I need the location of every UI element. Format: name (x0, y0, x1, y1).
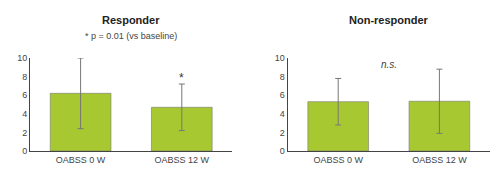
svg-text:0: 0 (22, 146, 27, 156)
svg-text:10: 10 (17, 53, 27, 63)
svg-text:OABSS 12 W: OABSS 12 W (412, 155, 467, 165)
svg-text:4: 4 (22, 109, 27, 119)
svg-text:n.s.: n.s. (381, 59, 397, 70)
svg-text:4: 4 (280, 109, 285, 119)
svg-text:2: 2 (280, 128, 285, 138)
svg-text:10: 10 (275, 53, 285, 63)
svg-text:0: 0 (280, 146, 285, 156)
svg-text:Responder: Responder (102, 14, 160, 26)
svg-text:8: 8 (22, 72, 27, 82)
svg-text:6: 6 (280, 90, 285, 100)
svg-text:8: 8 (280, 72, 285, 82)
svg-text:OABSS 12 W: OABSS 12 W (155, 155, 210, 165)
svg-text:6: 6 (22, 90, 27, 100)
svg-text:*: * (179, 71, 184, 85)
svg-text:* p = 0.01 (vs baseline): * p = 0.01 (vs baseline) (85, 31, 177, 41)
svg-text:Non-responder: Non-responder (349, 14, 429, 26)
svg-text:OABSS 0 W: OABSS 0 W (313, 155, 363, 165)
svg-text:OABSS 0 W: OABSS 0 W (56, 155, 106, 165)
svg-text:2: 2 (22, 128, 27, 138)
